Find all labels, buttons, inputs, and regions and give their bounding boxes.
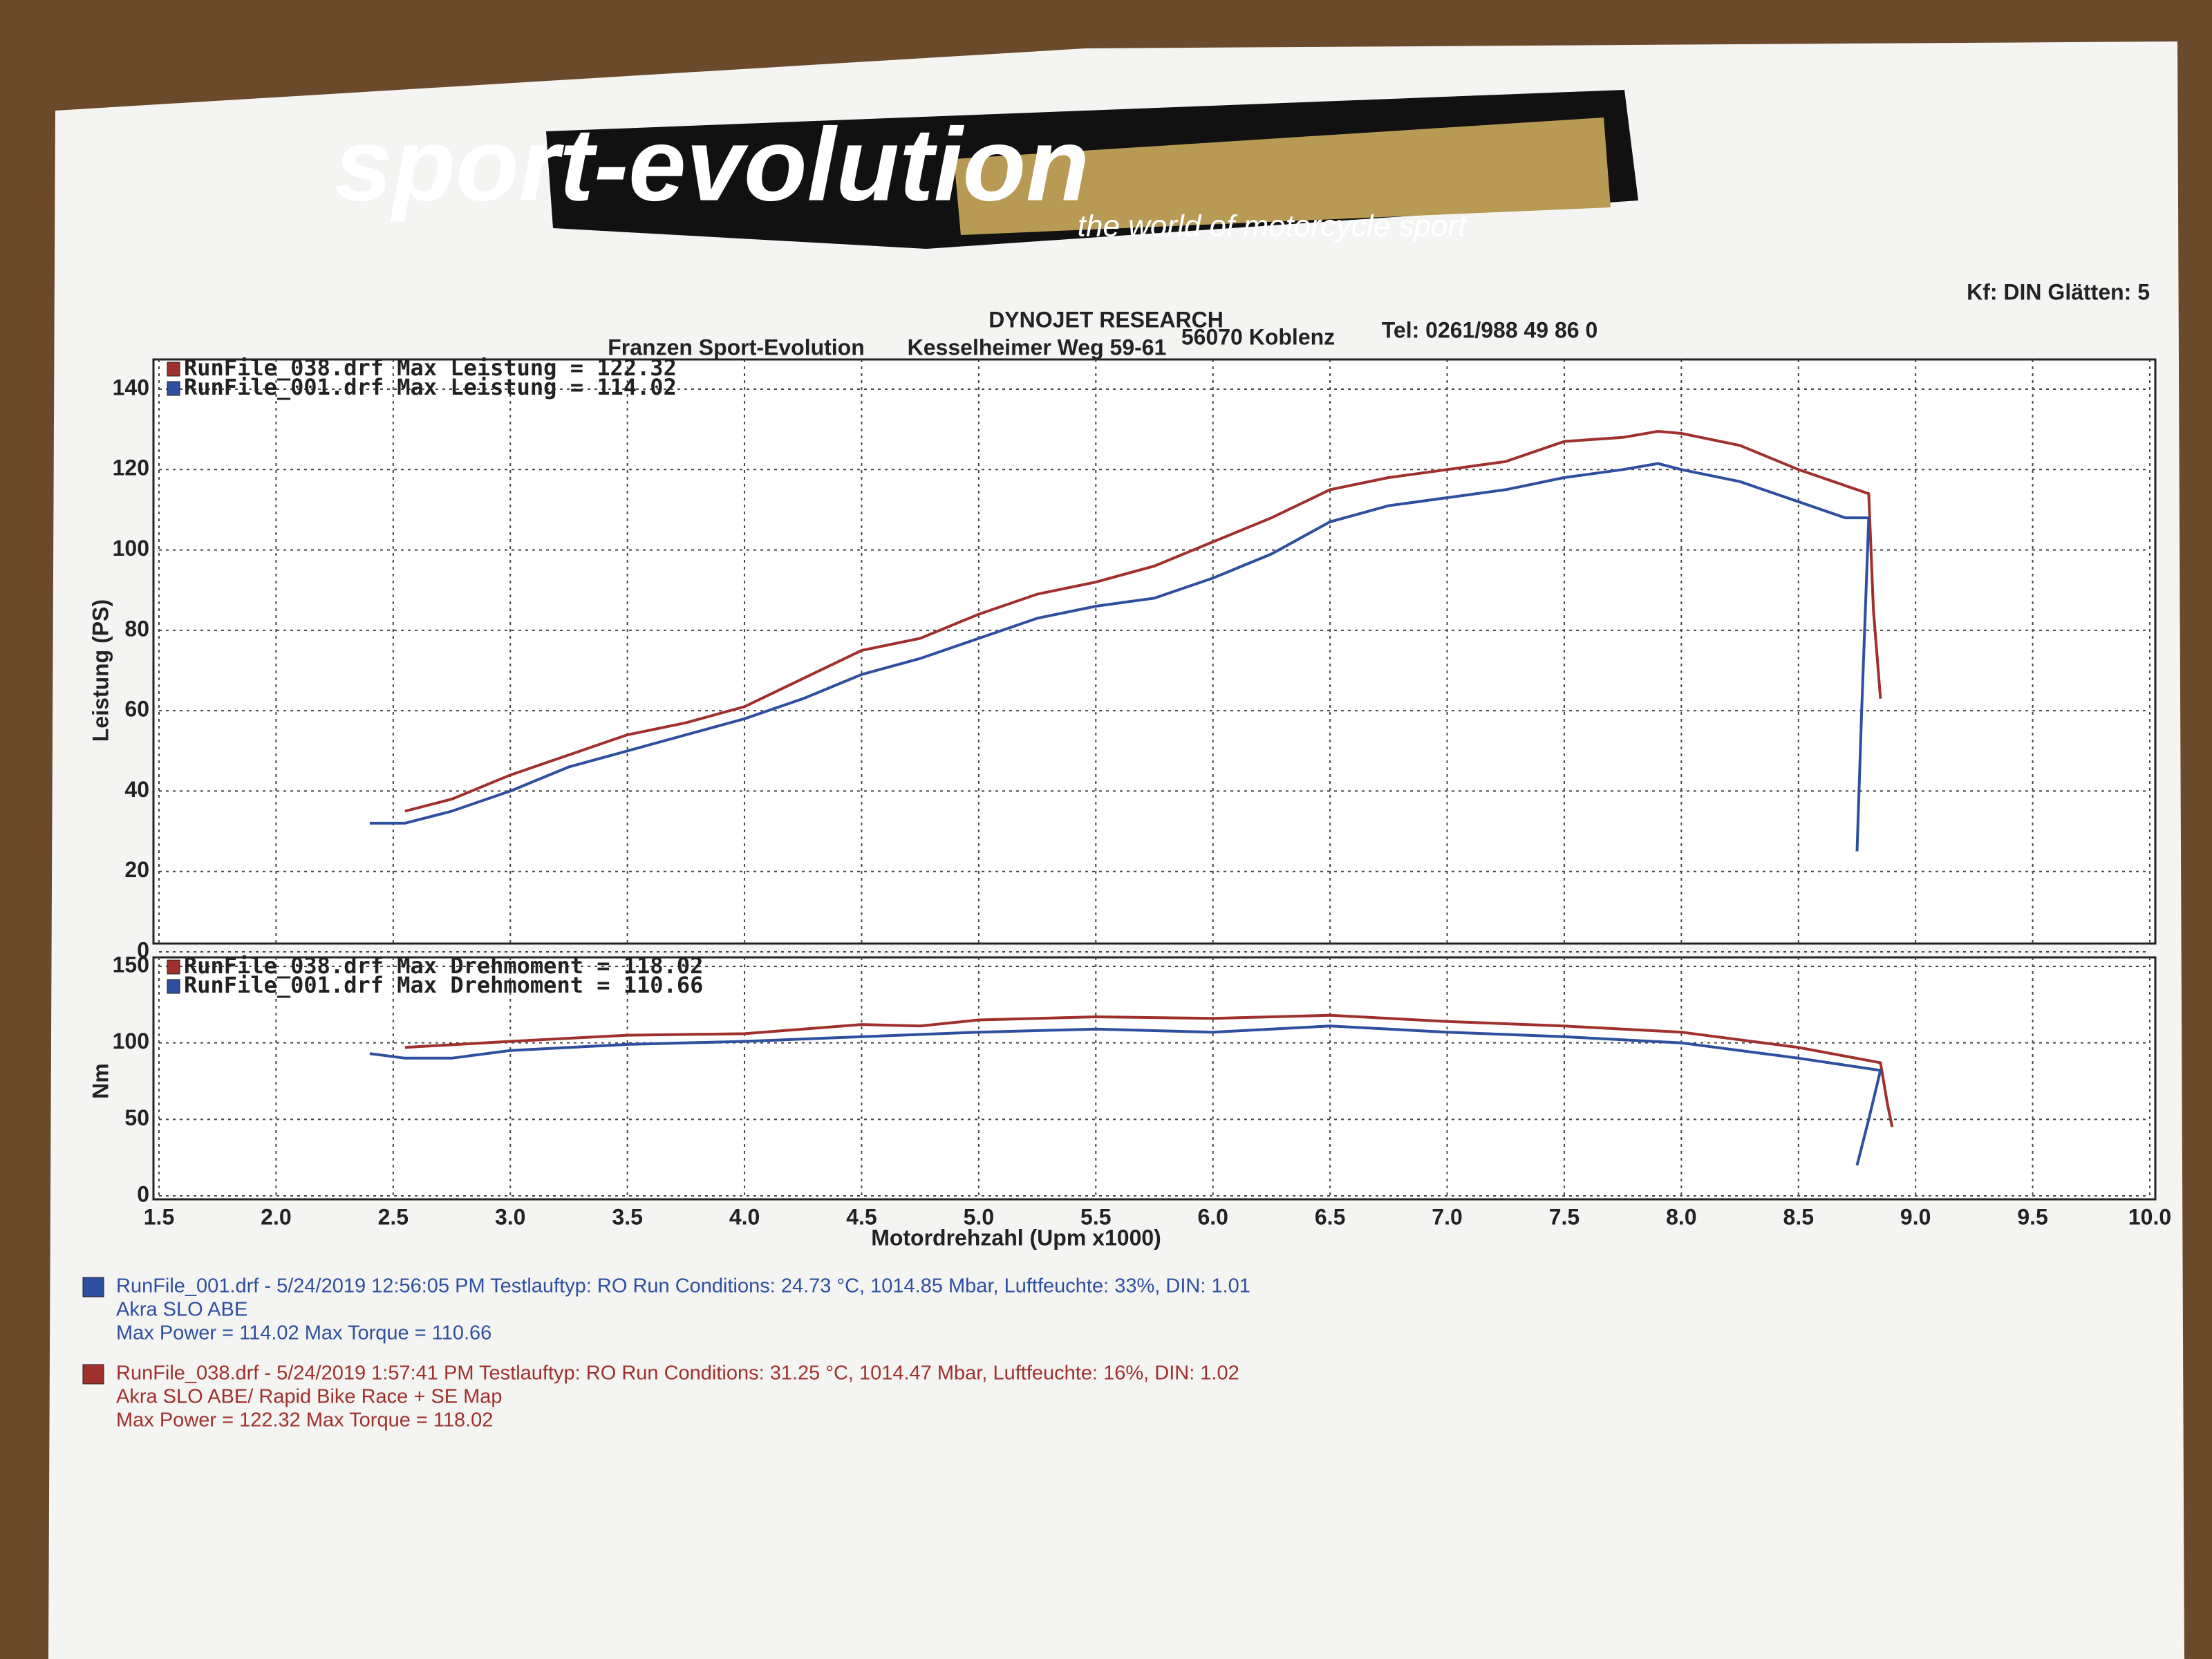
run-swatch xyxy=(82,1364,104,1385)
legend-entry: RunFile_001.drf Max Leistung = 114.02 xyxy=(184,374,677,400)
x-tick-label: 9.0 xyxy=(1900,1204,1931,1229)
data-line xyxy=(404,1013,1894,1127)
x-tick-label: 9.5 xyxy=(2017,1204,2047,1229)
x-tick-label: 8.5 xyxy=(1783,1204,1814,1229)
x-tick-label: 8.0 xyxy=(1666,1204,1696,1229)
phone: Tel: 0261/988 49 86 0 xyxy=(1382,317,1598,342)
legend-entry: RunFile_001.drf Max Drehmoment = 110.66 xyxy=(184,972,703,998)
x-tick-label: 5.0 xyxy=(964,1204,994,1229)
run-swatch xyxy=(82,1277,104,1297)
legend-swatch xyxy=(167,381,180,396)
y-tick-label: 40 xyxy=(124,777,149,802)
settings: Kf: DIN Glätten: 5 xyxy=(1967,279,2150,304)
y-tick-label: 120 xyxy=(113,456,149,480)
logo-text: sport-evolution xyxy=(335,106,1089,223)
y-tick-label: 150 xyxy=(113,952,149,977)
y-tick-label: 0 xyxy=(137,937,149,962)
x-tick-label: 2.5 xyxy=(378,1204,409,1229)
x-tick-label: 2.0 xyxy=(261,1204,291,1229)
legend-entry: RunFile_038.drf Max Drehmoment = 118.02 xyxy=(184,953,703,979)
run-line: Akra SLO ABE xyxy=(116,1299,247,1321)
y-tick-label: 50 xyxy=(124,1105,149,1130)
y-tick-label: 140 xyxy=(113,375,149,400)
data-line xyxy=(369,1024,1882,1166)
plot-frame xyxy=(152,956,2157,1201)
data-line xyxy=(404,429,1882,813)
y-tick-label: 0 xyxy=(137,1181,149,1206)
x-tick-label: 7.0 xyxy=(1432,1204,1462,1229)
x-tick-label: 4.0 xyxy=(729,1204,760,1229)
x-tick-label: 3.5 xyxy=(612,1204,642,1229)
y-tick-label: 100 xyxy=(113,536,149,561)
run-line: RunFile_038.drf - 5/24/2019 1:57:41 PM T… xyxy=(116,1362,1239,1385)
x-tick-label: 6.0 xyxy=(1197,1204,1228,1229)
y-tick-label: 60 xyxy=(124,697,149,722)
plot-frame xyxy=(152,358,2157,945)
y-axis-label: Nm xyxy=(88,1063,113,1099)
x-tick-label: 4.5 xyxy=(846,1204,877,1229)
y-axis-label: Leistung (PS) xyxy=(88,599,113,742)
legend-entry: RunFile_038.drf Max Leistung = 122.32 xyxy=(184,355,677,381)
x-axis-label: Motordrehzahl (Upm x1000) xyxy=(871,1225,1161,1250)
company: DYNOJET RESEARCH xyxy=(988,307,1224,332)
x-tick-label: 1.5 xyxy=(144,1204,174,1229)
logo: sport-evolution the world of motorcycle … xyxy=(335,90,1638,249)
street: Kesselheimer Weg 59-61 xyxy=(908,335,1167,359)
y-tick-label: 80 xyxy=(124,616,149,641)
legend-swatch xyxy=(167,362,180,377)
slogan: the world of motorcycle sport xyxy=(1078,209,1468,243)
run-line: Max Power = 114.02 Max Torque = 110.66 xyxy=(116,1322,491,1344)
x-tick-label: 5.5 xyxy=(1080,1204,1111,1229)
run-line: RunFile_001.drf - 5/24/2019 12:56:05 PM … xyxy=(116,1275,1250,1297)
y-tick-label: 100 xyxy=(113,1029,149,1053)
run-line: Max Power = 122.32 Max Torque = 118.02 xyxy=(116,1409,493,1432)
x-tick-label: 7.5 xyxy=(1549,1204,1580,1229)
x-tick-label: 3.0 xyxy=(495,1204,525,1229)
shop: Franzen Sport-Evolution xyxy=(608,335,865,359)
x-tick-label: 6.5 xyxy=(1315,1204,1345,1229)
city: 56070 Koblenz xyxy=(1181,324,1335,349)
x-tick-label: 10.0 xyxy=(2128,1204,2171,1229)
y-tick-label: 20 xyxy=(124,857,149,882)
run-line: Akra SLO ABE/ Rapid Bike Race + SE Map xyxy=(116,1386,503,1408)
legend-swatch xyxy=(167,979,180,994)
legend-swatch xyxy=(167,959,180,975)
data-line xyxy=(369,462,1871,852)
